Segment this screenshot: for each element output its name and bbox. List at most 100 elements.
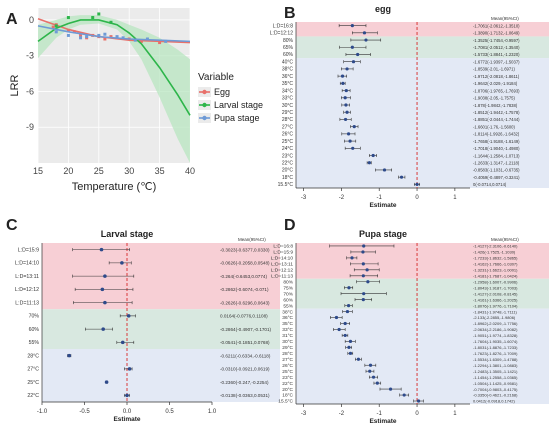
panel-a-larval-point (54, 24, 58, 28)
row-label: 28°C (282, 351, 293, 357)
row-label: 30°C (282, 339, 293, 345)
panel-a-pupa-point (97, 33, 101, 37)
estimate-point (343, 117, 348, 122)
panel-a-x-tick-label: 25 (94, 166, 104, 176)
ci-text: -2.0634(-2.2186,-1.9082) (473, 327, 518, 332)
ci-text: -1.8431(-1.9748,-1.7111) (473, 309, 518, 314)
ci-text: -1.3890(-1.7132,-1.0649) (473, 31, 520, 36)
x-tick-label: -3 (301, 411, 307, 417)
x-tick-label: -2 (339, 195, 345, 201)
legend-key-egg-marker (202, 89, 207, 95)
panel-a-pupa-point (133, 38, 137, 42)
estimate-point (361, 298, 365, 302)
estimate-point (415, 182, 419, 186)
estimate-point (352, 125, 356, 129)
group-band-pink (296, 243, 549, 279)
x-tick-label: 0.0 (123, 409, 132, 415)
row-label: 18°C (282, 175, 294, 181)
row-label: 55% (29, 340, 40, 346)
panel-a-x-tick-label: 35 (155, 166, 165, 176)
estimate-point (350, 45, 354, 49)
x-tick-label: -1.0 (37, 409, 48, 415)
ci-text: -1.0504(-1.1425,-0.9581) (473, 381, 518, 386)
panel-c-title: Larval stage (101, 229, 154, 239)
panel-a-pupa-point (54, 30, 58, 34)
row-label: 25°C (27, 380, 39, 386)
row-label: L:D=14:10 (15, 261, 39, 267)
estimate-point (375, 381, 379, 385)
row-label: 36°C (282, 315, 293, 321)
row-label: 33°C (282, 96, 294, 102)
ci-text: -1.426(-1.7525,-1.1030) (473, 250, 516, 255)
ci-text: -0.2360(-0.247,-0.2254) (220, 380, 269, 385)
row-label: 60% (283, 297, 293, 303)
row-label: 27°C (27, 367, 39, 373)
row-label: 34°C (282, 88, 294, 94)
row-label: 31°C (282, 333, 293, 339)
row-label: L:D=15:9 (18, 247, 39, 253)
x-tick-label: -1 (377, 411, 383, 417)
row-label: 60% (283, 52, 294, 58)
estimate-point (365, 268, 369, 272)
estimate-point (356, 52, 360, 57)
ci-text: -1.7604(-1.9035,-1.6074) (473, 339, 518, 344)
row-label: L:D=11:13 (15, 300, 39, 306)
row-label: L:D=16:8 (273, 23, 294, 29)
group-band-blue (296, 308, 549, 404)
row-label: L:D=12:12 (271, 268, 294, 274)
row-label: 55% (283, 303, 293, 309)
x-tick-label: -3 (301, 195, 307, 201)
ci-text: -1.9712(-2.0818,-1.8611) (473, 74, 520, 79)
x-tick-label: -1 (377, 195, 383, 201)
panel-a-egg-point (158, 41, 162, 45)
ci-text: -1.7623(-1.8276,-1.7009) (473, 351, 518, 356)
x-axis-label: Estimate (113, 416, 140, 423)
panel-a-x-tick-label: 30 (124, 166, 134, 176)
panel-a-pupa-point (115, 35, 119, 39)
estimate-point (348, 139, 352, 143)
ci-text: -1.8076(-1.9776,-1.7104) (473, 303, 518, 308)
ci-text: -0.2626(-0.6296,0.0643) (220, 300, 270, 305)
ci-text: -1.5733(-1.8841,-1.2320) (473, 52, 520, 57)
row-label: 25°C (282, 139, 294, 145)
panel-d-letter: D (284, 217, 296, 234)
panel-a-x-tick-label: 15 (33, 166, 43, 176)
estimate-point (402, 393, 406, 397)
panel-a-egg-point (109, 35, 113, 39)
estimate-point (347, 345, 351, 349)
row-label: L:D=13:11 (271, 262, 293, 268)
ci-text: -1.2958(-1.6007,-0.9906) (473, 279, 518, 284)
row-label: 35°C (282, 81, 294, 87)
estimate-point (356, 357, 361, 361)
ci-text: -0.3350(-0.4621,-0.2168) (473, 393, 518, 398)
estimate-point (334, 315, 339, 320)
group-band-blue (42, 349, 280, 402)
ci-header: Mean(95%CI) (491, 237, 519, 242)
row-label: 22°C (27, 393, 39, 399)
ci-text: -1.8114(-1.9926,-1.6432) (473, 132, 520, 137)
ci-text: -1.7233(-1.8632,-1.5865) (473, 256, 518, 261)
estimate-point (371, 375, 376, 379)
row-label: 28°C (27, 353, 39, 359)
row-label: 33°C (282, 327, 293, 333)
estimate-point (99, 247, 104, 252)
panel-a-pupa-point (103, 32, 107, 36)
row-label: L:D=14:10 (271, 256, 294, 262)
ci-text: -1.8539(-2.01,-1.6971) (473, 67, 516, 72)
row-label: 15.5°C (278, 182, 294, 188)
row-label: 25°C (282, 369, 293, 375)
ci-text: -1.8031(-1.8876,-1.7233) (473, 345, 518, 350)
panel-a-egg-point (51, 25, 55, 29)
row-label: 23°C (282, 375, 293, 381)
estimate-point (348, 339, 353, 343)
ci-text: -1.2294(-1.3801,-1.0883) (473, 363, 518, 368)
row-label: 20°C (282, 168, 294, 174)
ci-text: -1.8851(-2.0444,-1.7444) (473, 117, 520, 122)
panel-a-egg-point (139, 39, 143, 43)
ci-text: -0.4059(-0.4897,-0.3241) (473, 175, 520, 180)
ci-text: -0.6211(-0.6334,-0.6118) (220, 353, 271, 358)
x-tick-label: 0 (415, 195, 419, 201)
legend-key-pupa-marker (202, 115, 207, 121)
ci-text: -1.4162(-1.7666,-1.0307) (473, 262, 518, 267)
